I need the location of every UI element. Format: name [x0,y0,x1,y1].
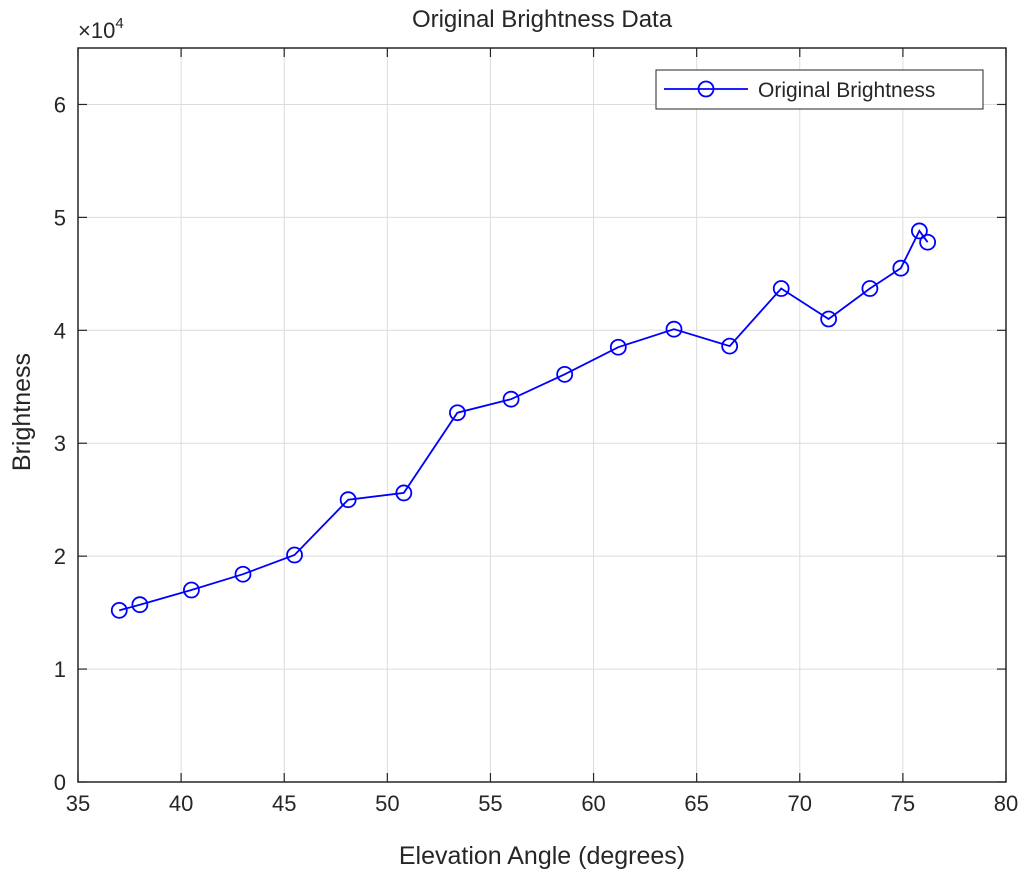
data-point [502,390,520,408]
data-point [665,320,683,338]
y-exponent-power: 4 [115,15,123,32]
data-point [234,565,252,583]
x-tick-labels: 35 40 45 50 55 60 65 70 75 80 [66,791,1018,816]
data-point [609,338,627,356]
y-tick-labels: 0 1 2 3 4 5 6 [54,92,66,795]
y-tick-label: 6 [54,92,66,117]
y-exponent-base: ×10 [78,18,115,43]
plot-area-box [77,47,1007,783]
data-point [395,484,413,502]
x-tick-label: 70 [788,791,812,816]
data-point [919,233,937,251]
x-tick-label: 40 [169,791,193,816]
axis-ticks [77,48,1007,783]
data-point [772,280,790,297]
y-exponent-label: ×104 [78,15,124,43]
data-point [556,365,574,383]
x-tick-label: 80 [994,791,1018,816]
data-point [910,222,928,240]
data-point [449,404,466,422]
legend-entry-label: Original Brightness [758,79,935,102]
x-tick-label: 45 [272,791,296,816]
y-tick-label: 0 [54,770,66,795]
series-original-brightness [110,222,937,619]
data-point [183,581,200,599]
data-point [339,491,357,509]
chart-title: Original Brightness Data [412,6,673,33]
data-point [110,601,128,619]
x-tick-label: 35 [66,791,90,816]
y-tick-label: 2 [54,544,66,569]
data-point [131,596,149,614]
data-point [861,280,879,297]
y-tick-label: 5 [54,205,66,230]
x-tick-label: 65 [684,791,708,816]
y-tick-label: 1 [54,657,66,682]
x-tick-label: 75 [891,791,915,816]
y-axis-label: Brightness [8,353,36,471]
x-axis-label: Elevation Angle (degrees) [399,842,685,870]
data-point [892,259,910,277]
y-tick-label: 4 [54,318,66,343]
legend-marker-sample [697,80,715,98]
x-tick-label: 50 [375,791,399,816]
data-point [286,546,303,564]
x-tick-label: 55 [478,791,502,816]
series-line [118,229,929,612]
data-point [820,310,838,328]
y-tick-label: 3 [54,431,66,456]
x-tick-label: 60 [581,791,605,816]
legend: Original Brightness [655,69,984,110]
data-point [721,337,739,355]
